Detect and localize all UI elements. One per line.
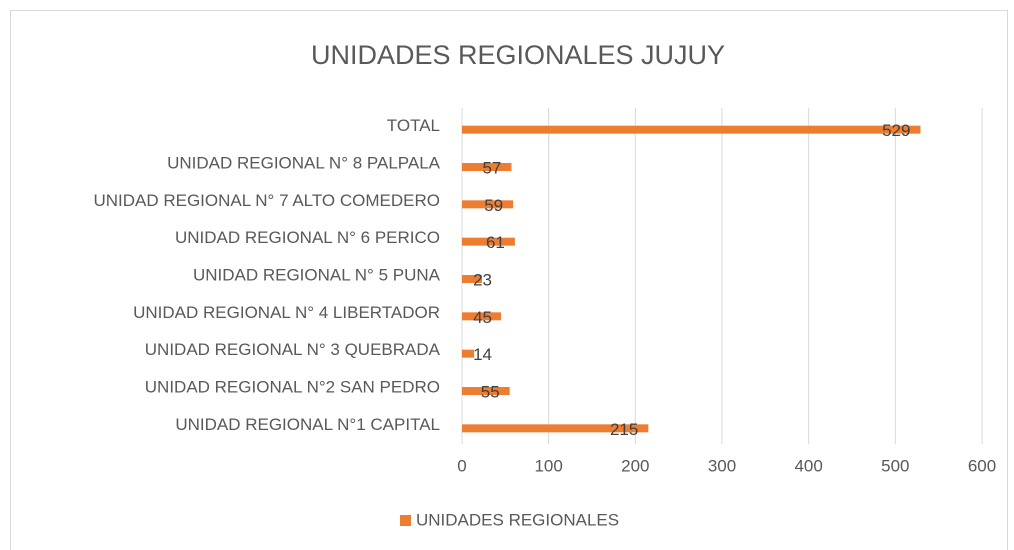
y-tick-label: UNIDAD REGIONAL N° 4 LIBERTADOR [133, 303, 440, 322]
bar [462, 424, 649, 433]
x-tick-label: 200 [621, 456, 649, 475]
legend-swatch [400, 515, 411, 526]
y-tick-label: UNIDAD REGIONAL N°1 CAPITAL [175, 415, 440, 434]
bar [462, 312, 501, 321]
data-label: 529 [882, 121, 910, 140]
data-label: 215 [610, 420, 638, 439]
data-label: 23 [473, 270, 492, 289]
y-tick-label: UNIDAD REGIONAL N° 3 QUEBRADA [145, 340, 441, 359]
data-label: 57 [482, 158, 501, 177]
y-tick-label: TOTAL [387, 116, 440, 135]
chart-border [10, 10, 1008, 550]
x-tick-label: 500 [881, 456, 909, 475]
chart-title: UNIDADES REGIONALES JUJUY [311, 40, 725, 70]
bar [462, 349, 475, 358]
bar [462, 275, 482, 283]
x-tick-label: 400 [794, 456, 822, 475]
data-label: 59 [484, 196, 503, 215]
bar [462, 387, 510, 395]
x-tick-label: 300 [708, 456, 736, 475]
x-tick-label: 0 [457, 456, 466, 475]
y-tick-label: UNIDAD REGIONAL N°2 SAN PEDRO [145, 377, 440, 396]
bar [462, 163, 512, 171]
legend-label: UNIDADES REGIONALES [416, 510, 619, 529]
data-label: 45 [473, 308, 492, 327]
x-tick-label: 600 [968, 456, 996, 475]
y-tick-label: UNIDAD REGIONAL N° 7 ALTO COMEDERO [93, 191, 440, 210]
data-label: 55 [481, 382, 500, 401]
bar [462, 237, 515, 246]
data-label: 14 [473, 345, 492, 364]
y-tick-label: UNIDAD REGIONAL N° 8 PALPALA [167, 153, 441, 172]
y-tick-label: UNIDAD REGIONAL N° 6 PERICO [175, 228, 440, 247]
x-tick-label: 100 [534, 456, 562, 475]
bar [462, 125, 921, 134]
data-label: 61 [486, 233, 505, 252]
bar [462, 200, 514, 209]
y-tick-label: UNIDAD REGIONAL N° 5 PUNA [193, 265, 441, 284]
